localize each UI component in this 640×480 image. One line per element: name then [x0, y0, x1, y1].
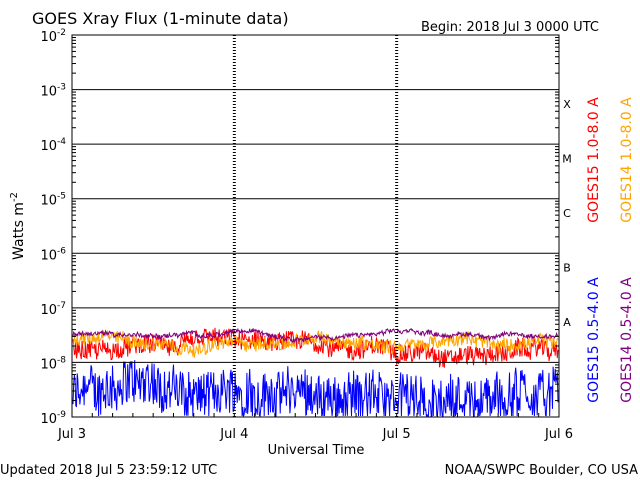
begin-label: Begin: 2018 Jul 3 0000 UTC: [421, 20, 599, 35]
y-tick-labels: 10-9 10-8 10-7 10-6 10-5 10-4 10-3 10-2: [40, 28, 66, 427]
source-credit: NOAA/SWPC Boulder, CO USA: [445, 463, 638, 478]
y-tick-label: 10-6: [40, 246, 66, 263]
x-axis-label: Universal Time: [268, 443, 365, 458]
flare-class-labels: A B C M X: [562, 98, 572, 329]
legend-entry-2: GOES15 0.5-4.0 A: [586, 277, 602, 403]
x-tick-label: Jul 4: [219, 427, 248, 442]
chart-title: GOES Xray Flux (1-minute data): [32, 9, 289, 28]
flare-class-A: A: [563, 316, 571, 329]
flare-class-C: C: [563, 207, 571, 220]
y-tick-label: 10-7: [40, 301, 66, 318]
plot-frame: [71, 34, 560, 418]
y-tick-label: 10-8: [40, 355, 66, 372]
series-line-1: [72, 329, 559, 358]
flare-class-B: B: [563, 262, 571, 275]
y-tick-label: 10-2: [40, 28, 66, 45]
x-tick-label: Jul 5: [382, 427, 411, 442]
legend: GOES15 1.0-8.0 A GOES14 1.0-8.0 A GOES15 0…: [586, 97, 635, 403]
legend-entry-1: GOES14 1.0-8.0 A: [619, 97, 635, 223]
series-layer: [72, 327, 559, 418]
flare-class-X: X: [563, 98, 571, 111]
legend-entry-0: GOES15 1.0-8.0 A: [586, 97, 602, 223]
series-line-3: [72, 327, 559, 345]
y-tick-label: 10-9: [40, 410, 66, 427]
legend-entry-3: GOES14 0.5-4.0 A: [619, 277, 635, 403]
updated-timestamp: Updated 2018 Jul 5 23:59:12 UTC: [0, 463, 217, 478]
y-axis-label: Watts m-2: [9, 192, 27, 260]
x-tick-label: Jul 6: [544, 427, 573, 442]
grid-layer: [72, 35, 559, 417]
x-tick-label: Jul 3: [57, 427, 86, 442]
x-tick-labels: Jul 3 Jul 4 Jul 5 Jul 6: [57, 427, 573, 442]
series-line-0: [72, 327, 559, 368]
y-tick-label: 10-5: [40, 192, 66, 209]
flare-class-M: M: [562, 152, 572, 165]
y-tick-label: 10-4: [40, 137, 66, 154]
series-line-2: [72, 360, 559, 418]
y-tick-label: 10-3: [40, 83, 66, 100]
